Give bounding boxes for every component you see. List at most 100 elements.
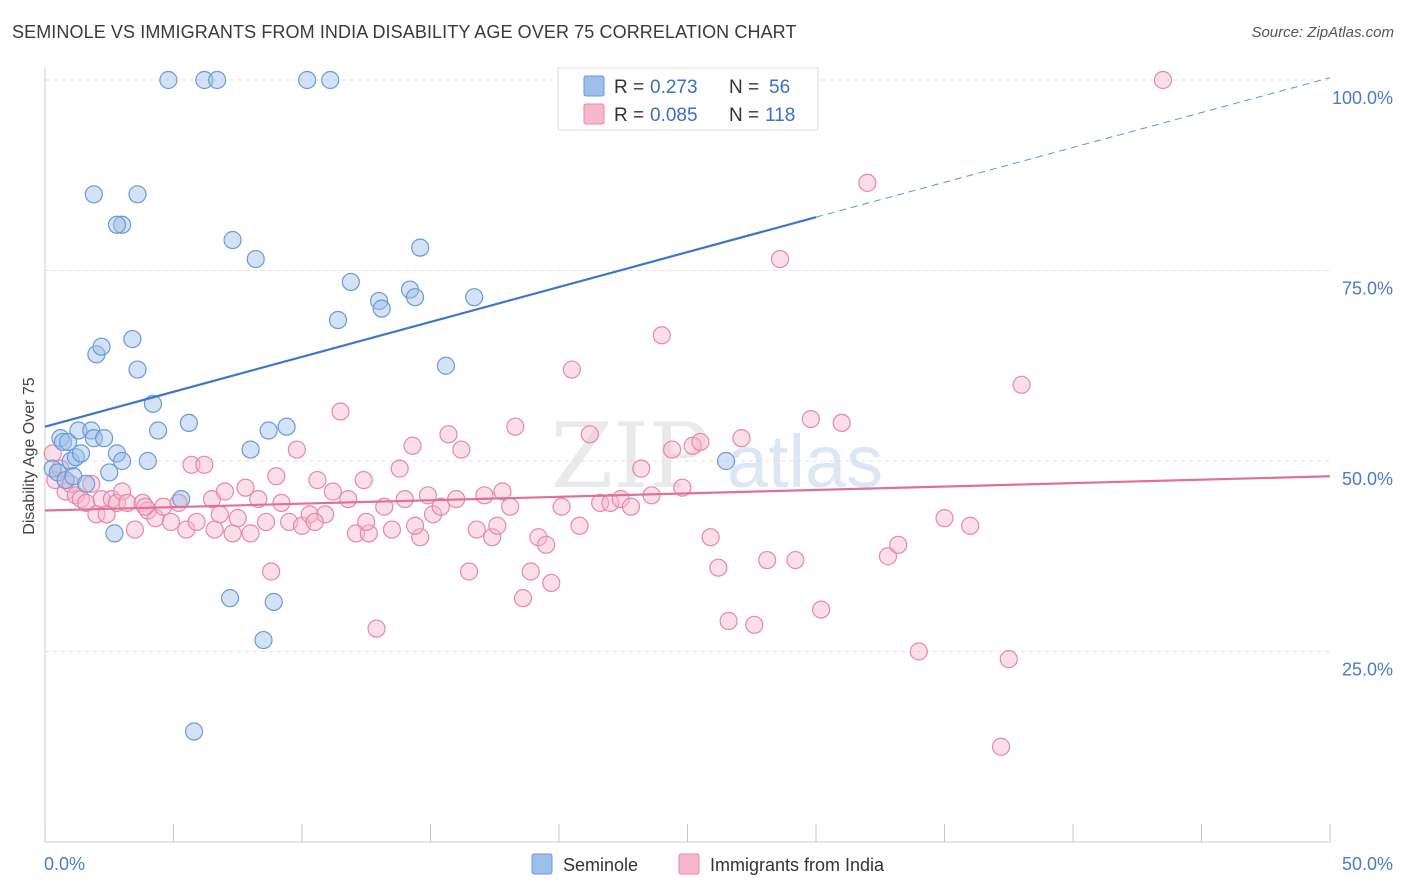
india-point [210, 505, 229, 524]
india-point [961, 516, 980, 535]
india-point [770, 249, 790, 269]
india-point [107, 493, 127, 513]
india-point [580, 425, 599, 444]
chart-source: Source: ZipAtlas.com [1251, 24, 1394, 41]
seminole-point [84, 185, 103, 204]
legend-india-swatch [583, 103, 605, 125]
india-point [459, 562, 479, 581]
y-tick-label: 75.0% [1342, 279, 1393, 299]
seminole-point [716, 451, 736, 471]
india-point [483, 528, 502, 547]
seminole-point [241, 440, 260, 459]
seminole-point [195, 70, 214, 90]
y-tick-label: 100.0% [1332, 88, 1393, 108]
india-point [405, 516, 425, 535]
india-point [182, 455, 201, 474]
india-point [889, 535, 908, 554]
india-point [537, 535, 556, 554]
india-point [395, 490, 414, 509]
india-point [267, 467, 286, 486]
india-point [552, 497, 571, 516]
chart-title: SEMINOLE VS IMMIGRANTS FROM INDIA DISABI… [12, 22, 797, 42]
legend-india-r-label: R = [614, 105, 644, 126]
seminole-point [246, 249, 265, 269]
grid-lines [45, 79, 1330, 652]
seminole-point [465, 288, 484, 307]
india-point [521, 562, 540, 581]
india-point [801, 409, 820, 429]
india-point [562, 360, 581, 379]
india-point [367, 619, 386, 638]
seminole-point [259, 421, 278, 440]
seminole-point [138, 451, 157, 471]
india-point [262, 562, 281, 581]
seminole-trend-line [44, 216, 817, 428]
india-point [382, 520, 402, 539]
india-point [878, 547, 898, 566]
india-point [223, 524, 242, 543]
y-axis-label: Disability Age Over 75 [21, 377, 38, 535]
india-point [323, 482, 342, 501]
seminole-point [321, 70, 340, 90]
india-point [719, 611, 738, 631]
watermark: ZIP atlas [551, 404, 883, 509]
seminole-point [179, 413, 199, 432]
india-point [357, 512, 376, 532]
india-point [652, 326, 671, 345]
india-point [1012, 375, 1031, 394]
india-point [709, 558, 728, 577]
watermark-zip: ZIP [551, 404, 710, 509]
legend-bottom-seminole-label: Seminole [563, 855, 638, 875]
seminole-point [48, 463, 67, 482]
india-point [331, 402, 350, 421]
seminole-point [112, 451, 132, 471]
legend-seminole-swatch [583, 75, 605, 97]
axes [44, 68, 1331, 843]
india-point [999, 650, 1018, 669]
legend-seminole-r-value: 0.273 [650, 77, 698, 98]
india-point [287, 440, 306, 459]
india-point [249, 490, 268, 509]
india-point [77, 493, 96, 513]
x-tick-label: 50.0% [1342, 854, 1393, 874]
india-point [228, 509, 247, 528]
india-point [673, 478, 692, 497]
legend-seminole-n-value: 56 [769, 77, 790, 98]
seminole-point [405, 288, 425, 307]
seminole-point [123, 329, 142, 349]
india-point [403, 436, 422, 455]
seminole-point [84, 429, 103, 448]
india-point [513, 589, 533, 608]
seminole-point [411, 238, 430, 257]
seminole-point [112, 215, 132, 234]
india-point [354, 470, 373, 490]
legend-bottom-india-swatch [678, 853, 700, 875]
legend-bottom-india-label: Immigrants from India [710, 855, 885, 875]
seminole-point [128, 360, 147, 379]
india-point [467, 520, 486, 539]
india-point [215, 482, 234, 501]
india-point [439, 425, 458, 444]
india-point [177, 520, 196, 539]
india-point [346, 524, 366, 543]
seminole-trend-extension [815, 77, 1331, 218]
series-immigrants-from-india [43, 70, 1173, 756]
india-point [423, 505, 443, 524]
india-point [236, 478, 255, 497]
india-point [475, 486, 494, 505]
india-point [205, 520, 224, 539]
legend-seminole-r-label: R = [614, 77, 644, 98]
india-point [305, 512, 324, 532]
seminole-point [71, 444, 91, 463]
india-point [359, 524, 378, 543]
india-point [452, 440, 471, 459]
seminole-point [436, 356, 456, 375]
india-point [488, 516, 507, 535]
india-point [339, 490, 358, 509]
india-trend-line [44, 475, 1331, 512]
seminole-point [220, 589, 240, 608]
india-point [308, 470, 327, 490]
seminole-point [95, 429, 114, 448]
india-point [570, 516, 589, 535]
india-point [195, 455, 214, 474]
